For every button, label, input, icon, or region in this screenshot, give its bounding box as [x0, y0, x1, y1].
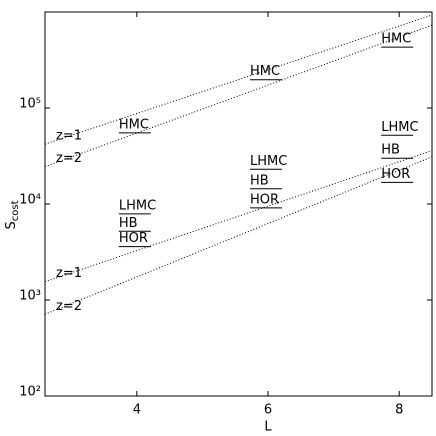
y-tick-label: 10³	[19, 289, 41, 304]
fit-label: z=2	[56, 299, 82, 314]
plot-frame	[44, 11, 433, 397]
marker-label: HB	[250, 173, 269, 188]
y-axis-label-main: S	[4, 221, 19, 229]
x-tick-label: 8	[395, 403, 403, 418]
marker-label: LHMC	[250, 154, 287, 169]
fit-label: z=1	[56, 129, 82, 144]
y-tick-label: 10²	[19, 385, 41, 400]
y-axis-label-sub: cost	[10, 200, 21, 221]
marker-label: HOR	[381, 167, 410, 182]
y-axis-label: Scost	[4, 200, 22, 229]
marker-label: HB	[381, 143, 400, 158]
marker-label: HB	[119, 216, 138, 231]
fit-line	[44, 24, 433, 168]
fit-line	[44, 14, 433, 145]
fit-line	[44, 156, 433, 315]
marker-label: HMC	[250, 64, 280, 79]
marker-label: LHMC	[119, 198, 156, 213]
x-tick-label: 6	[264, 403, 272, 418]
marker-label: LHMC	[381, 120, 418, 135]
x-tick-label: 4	[133, 403, 141, 418]
fit-line	[44, 150, 433, 283]
marker-label: HMC	[381, 32, 411, 47]
marker-label: HMC	[119, 117, 149, 132]
y-tick-label: 10⁴	[19, 193, 41, 208]
y-tick-label: 10⁵	[19, 97, 41, 112]
marker-label: HOR	[119, 231, 148, 246]
fit-label: z=2	[56, 151, 82, 166]
fit-label: z=1	[56, 266, 82, 281]
marker-label: HOR	[250, 192, 279, 207]
x-axis-label: L	[264, 420, 272, 435]
